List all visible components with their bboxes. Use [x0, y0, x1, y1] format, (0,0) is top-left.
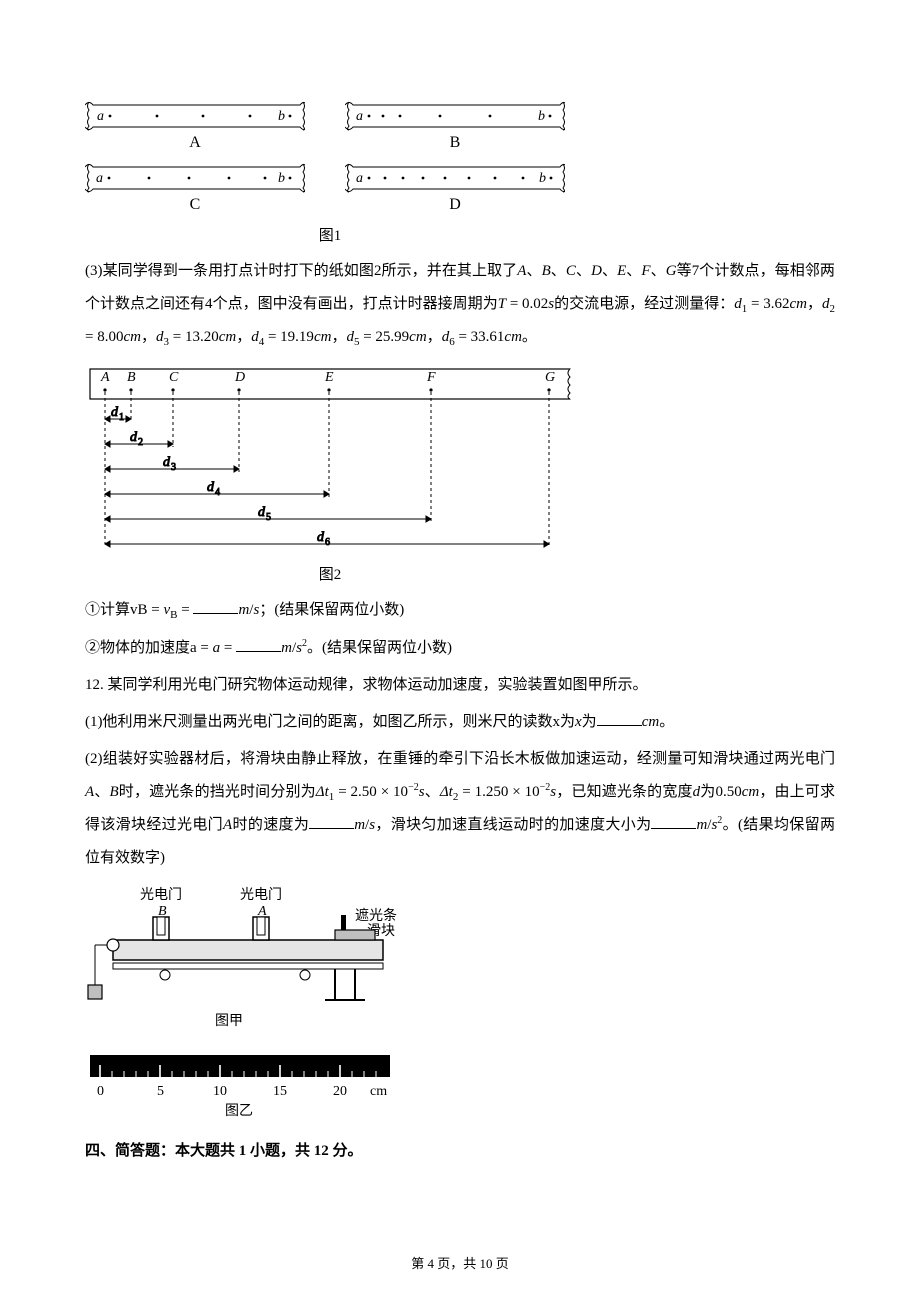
svg-text:F: F — [426, 370, 436, 385]
svg-text:b: b — [278, 109, 285, 124]
tape-d-svg: a b — [345, 162, 565, 194]
svg-text:20: 20 — [333, 1084, 347, 1099]
blank-va[interactable] — [309, 813, 354, 829]
svg-text:2: 2 — [138, 437, 143, 448]
figure-2: A B C D E F G — [85, 364, 835, 584]
svg-text:A: A — [100, 370, 110, 385]
q3-part1-label: ①计算vB = — [85, 602, 163, 618]
svg-text:5: 5 — [266, 512, 271, 523]
tape-c-label: C — [85, 196, 305, 214]
section-4-heading: 四、简答题：本大题共 1 小题，共 12 分。 — [85, 1135, 835, 1168]
figure-yi-svg: cm 图乙 0 5 10 15 20 — [85, 1050, 425, 1120]
tape-b-svg: a b — [345, 100, 565, 132]
tape-a-svg: a b — [85, 100, 305, 132]
svg-text:d: d — [163, 455, 171, 470]
figure-1-caption: 图1 — [85, 224, 575, 245]
svg-text:d: d — [207, 480, 215, 495]
tape-b-label: B — [345, 134, 565, 152]
svg-text:B: B — [127, 370, 136, 385]
svg-text:b: b — [278, 171, 285, 186]
svg-text:G: G — [545, 370, 555, 385]
svg-text:3: 3 — [171, 462, 176, 473]
q3-part1: ①计算vB = vB = m/s；(结果保留两位小数) — [85, 594, 835, 627]
tape-a: a b A — [85, 100, 305, 152]
q12-p1: (1)他利用米尺测量出两光电门之间的距离，如图乙所示，则米尺的读数x为x为cm。 — [85, 706, 835, 739]
q3-part2: ②物体的加速度a = a = m/s2。(结果保留两位小数) — [85, 632, 835, 665]
svg-text:6: 6 — [325, 537, 330, 548]
svg-text:4: 4 — [215, 487, 220, 498]
svg-text:1: 1 — [119, 412, 124, 423]
tape-c: a b C — [85, 162, 305, 214]
page: a b A a — [0, 0, 920, 1302]
q12-p1a: (1)他利用米尺测量出两光电门之间的距离，如图乙所示，则米尺的读数x为 — [85, 714, 575, 730]
blank-a[interactable] — [236, 636, 281, 652]
svg-text:光电门: 光电门 — [140, 887, 182, 903]
svg-text:E: E — [324, 370, 334, 385]
footer-b: 共 10 页 — [463, 1256, 509, 1271]
svg-text:10: 10 — [213, 1084, 227, 1099]
q12-intro: 12. 某同学利用光电门研究物体运动规律，求物体运动加速度，实验装置如图甲所示。 — [85, 669, 835, 702]
svg-text:C: C — [169, 370, 179, 385]
svg-text:5: 5 — [157, 1084, 164, 1099]
svg-text:b: b — [539, 171, 546, 186]
svg-text:d: d — [130, 430, 138, 445]
svg-text:cm: cm — [370, 1084, 387, 1099]
tape-c-svg: a b — [85, 162, 305, 194]
figure-2-caption: 图2 — [85, 563, 575, 584]
svg-text:b: b — [538, 109, 545, 124]
blank-vb[interactable] — [193, 598, 238, 614]
svg-text:a: a — [356, 171, 363, 186]
svg-text:a: a — [96, 171, 103, 186]
figure-jia: 光电门 光电门 B A 遮光条 滑块 图甲 — [85, 885, 835, 1040]
figure-1: a b A a — [85, 100, 835, 245]
q12-p2: (2)组装好实验器材后，将滑块由静止释放，在重锤的牵引下沿长木板做加速运动，经测… — [85, 743, 835, 875]
svg-text:图甲: 图甲 — [215, 1014, 243, 1029]
tape-d-label: D — [345, 196, 565, 214]
svg-text:遮光条: 遮光条 — [355, 907, 397, 924]
svg-text:15: 15 — [273, 1084, 287, 1099]
svg-text:d: d — [258, 505, 266, 520]
blank-x[interactable] — [597, 710, 642, 726]
svg-text:图乙: 图乙 — [225, 1103, 253, 1119]
figure-yi: cm 图乙 0 5 10 15 20 — [85, 1050, 835, 1125]
svg-text:d: d — [111, 405, 119, 420]
q3-part2-label: ②物体的加速度a = — [85, 640, 213, 656]
svg-text:a: a — [97, 109, 104, 124]
svg-text:d: d — [317, 530, 325, 545]
svg-text:光电门: 光电门 — [240, 887, 282, 903]
svg-text:0: 0 — [97, 1084, 104, 1099]
svg-text:D: D — [234, 370, 245, 385]
q3-intro: (3)某同学得到一条用打点计时打下的纸如图2所示，并在其上取了A、B、C、D、E… — [85, 255, 835, 354]
footer-a: 第 4 页， — [411, 1256, 463, 1271]
figure-jia-svg: 光电门 光电门 B A 遮光条 滑块 图甲 — [85, 885, 405, 1035]
blank-acc[interactable] — [651, 813, 696, 829]
figure-2-svg: A B C D E F G — [85, 364, 575, 554]
page-footer: 第 4 页，共 10 页 — [0, 1253, 920, 1272]
svg-text:a: a — [356, 109, 363, 124]
tape-a-label: A — [85, 134, 305, 152]
tape-d: a b D — [345, 162, 565, 214]
tape-b: a b B — [345, 100, 565, 152]
